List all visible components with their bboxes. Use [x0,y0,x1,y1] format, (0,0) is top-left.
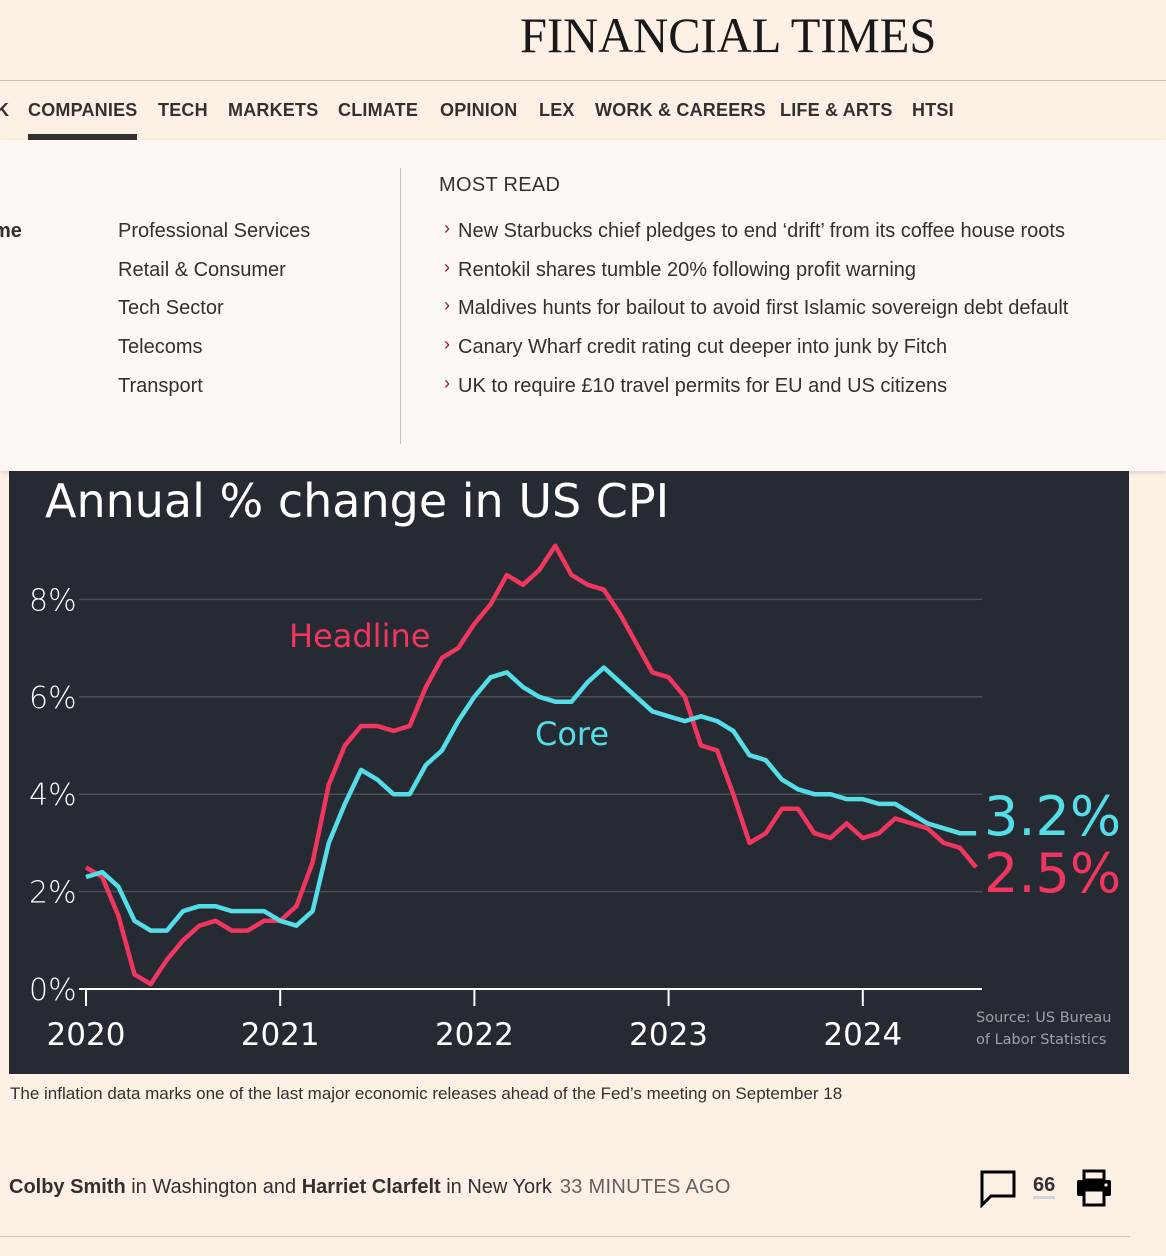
author-link[interactable]: Colby Smith [9,1176,126,1198]
sublink-item[interactable]: Transport [118,374,203,397]
series-line-core [85,665,977,933]
ft-logo[interactable]: FINANCIAL TIMES [520,7,937,63]
most-read-item[interactable]: › New Starbucks chief pledges to end ‘dri… [444,218,1065,243]
end-label-core: 3.2% [984,785,1121,848]
chevron-right-icon: › [444,295,450,316]
most-read-headline: Canary Wharf credit rating cut deeper in… [458,336,948,359]
byline: Colby Smith in Washington and Harriet Cl… [9,1176,731,1199]
image-caption: The inflation data marks one of the last… [10,1084,843,1103]
chevron-right-icon: › [444,372,450,393]
most-read-item[interactable]: › UK to require £10 travel permits for EU… [444,372,948,398]
nav-item-lex[interactable]: LEX [539,100,575,120]
y-tick-label: 6% [29,681,77,716]
most-read-title: MOST READ [439,174,561,196]
masthead: FINANCIAL TIMES [0,0,1166,80]
nav-item-work-careers[interactable]: WORK & CAREERS [595,100,766,120]
x-tick-label: 2022 [435,1017,514,1053]
chevron-right-icon: › [444,256,450,277]
most-read-item[interactable]: › Rentokil shares tumble 20% following pr… [444,256,917,282]
chevron-right-icon: › [444,218,450,238]
nav-item-companies[interactable]: COMPANIES [28,100,138,140]
nav-item-opinion[interactable]: OPINION [440,100,518,120]
dropdown-divider [400,168,401,444]
nav-item-markets[interactable]: MARKETS [228,100,319,120]
chevron-right-icon: › [444,334,450,355]
sublink-item[interactable]: Professional Services [118,220,311,242]
sublink-item[interactable]: Tech Sector [118,297,224,320]
most-read-headline: Rentokil shares tumble 20% following pro… [458,258,917,281]
section-home-link[interactable]: me [0,220,22,242]
x-tick-label: 2021 [241,1017,320,1053]
y-tick-label: 4% [29,778,77,813]
comment-icon[interactable] [978,1168,1018,1208]
series-line-headline [84,543,978,987]
x-tick-label: 2020 [47,1017,126,1053]
y-tick-label: 8% [29,583,77,618]
chart-title: Annual % change in US CPI [45,474,669,528]
nav-item-climate[interactable]: CLIMATE [338,100,419,120]
source-note: of Labor Statistics [976,1032,1106,1048]
nav-item-htsi[interactable]: HTSI [912,100,954,120]
divider [0,1236,1130,1237]
sublink-item[interactable]: Retail & Consumer [118,258,286,281]
headline-annotation: Headline [289,617,430,655]
article-tools: 66 [978,1168,1118,1208]
nav-item-tech[interactable]: TECH [158,100,208,120]
most-read-headline: Maldives hunts for bailout to avoid firs… [458,297,1069,320]
byline-location: in New York [440,1176,552,1198]
end-label-headline: 2.5% [984,842,1121,905]
author-link[interactable]: Harriet Clarfelt [301,1176,441,1198]
core-annotation: Core [535,715,609,753]
nav-item-life-arts[interactable]: LIFE & ARTS [780,100,893,120]
publish-time: 33 MINUTES AGO [559,1176,731,1198]
x-tick-label: 2023 [629,1017,708,1053]
most-read-headline: New Starbucks chief pledges to end ‘drif… [458,220,1065,242]
cpi-chart-svg: Annual % change in US CPI 0% 2% 4% 6% 8% 2020 2… [29,474,1121,1053]
print-icon[interactable] [1074,1168,1114,1208]
cpi-chart: Annual % change in US CPI 0% 2% 4% 6% 8% 2020 2… [9,471,1129,1074]
most-read-headline: UK to require £10 travel permits for EU … [458,374,948,397]
main-nav: K COMPANIES TECH MARKETS CLIMATE OPINION LEX WO… [0,80,1166,141]
sublink-item[interactable]: Telecoms [118,336,203,359]
companies-dropdown: me Professional Services Retail & Consume… [0,140,1166,471]
nav-item-k[interactable]: K [0,100,10,120]
y-tick-label: 2% [29,876,77,911]
byline-location: in Washington and [125,1176,302,1198]
source-note: Source: US Bureau [976,1010,1112,1026]
y-tick-label: 0% [29,973,77,1008]
most-read-item[interactable]: › Maldives hunts for bailout to avoid fir… [444,295,1069,320]
comment-count[interactable]: 66 [1033,1174,1056,1199]
x-tick-label: 2024 [823,1017,902,1053]
most-read-item[interactable]: › Canary Wharf credit rating cut deeper i… [444,334,948,359]
